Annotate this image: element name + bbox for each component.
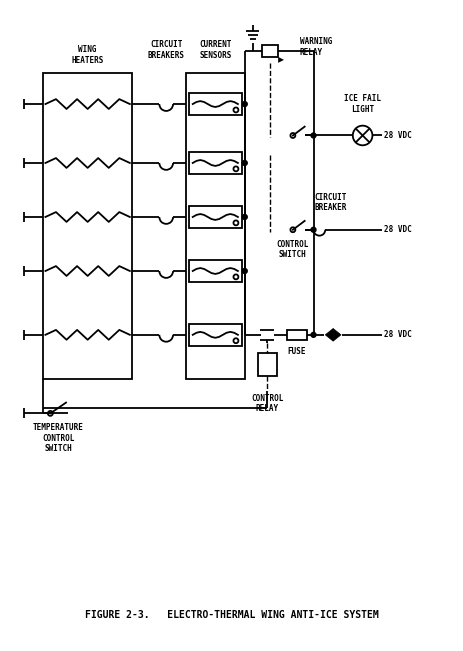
Text: 28 VDC: 28 VDC [383, 330, 411, 339]
Text: CIRCUIT
BREAKER: CIRCUIT BREAKER [313, 193, 346, 212]
Text: CIRCUIT
BREAKERS: CIRCUIT BREAKERS [147, 40, 184, 60]
Text: WARNING
RELAY: WARNING RELAY [299, 37, 332, 57]
Text: TEMPERATURE
CONTROL
SWITCH: TEMPERATURE CONTROL SWITCH [33, 423, 83, 453]
Text: CONTROL
SWITCH: CONTROL SWITCH [276, 240, 308, 259]
Circle shape [242, 161, 247, 165]
Circle shape [242, 269, 247, 273]
Text: ICE FAIL
LIGHT: ICE FAIL LIGHT [344, 94, 380, 114]
Text: CONTROL
RELAY: CONTROL RELAY [250, 394, 283, 413]
Text: 28 VDC: 28 VDC [383, 225, 411, 234]
Polygon shape [277, 57, 283, 62]
Text: 28 VDC: 28 VDC [383, 131, 411, 140]
Circle shape [310, 133, 315, 138]
Text: FUSE: FUSE [287, 346, 306, 355]
Polygon shape [332, 329, 340, 341]
Text: CURRENT
SENSORS: CURRENT SENSORS [199, 40, 231, 60]
Polygon shape [325, 329, 332, 341]
Circle shape [310, 333, 315, 337]
Circle shape [242, 102, 247, 107]
Text: WING
HEATERS: WING HEATERS [71, 46, 104, 64]
Text: FIGURE 2-3.   ELECTRO-THERMAL WING ANTI-ICE SYSTEM: FIGURE 2-3. ELECTRO-THERMAL WING ANTI-IC… [85, 610, 378, 620]
Circle shape [242, 215, 247, 219]
Circle shape [310, 227, 315, 232]
